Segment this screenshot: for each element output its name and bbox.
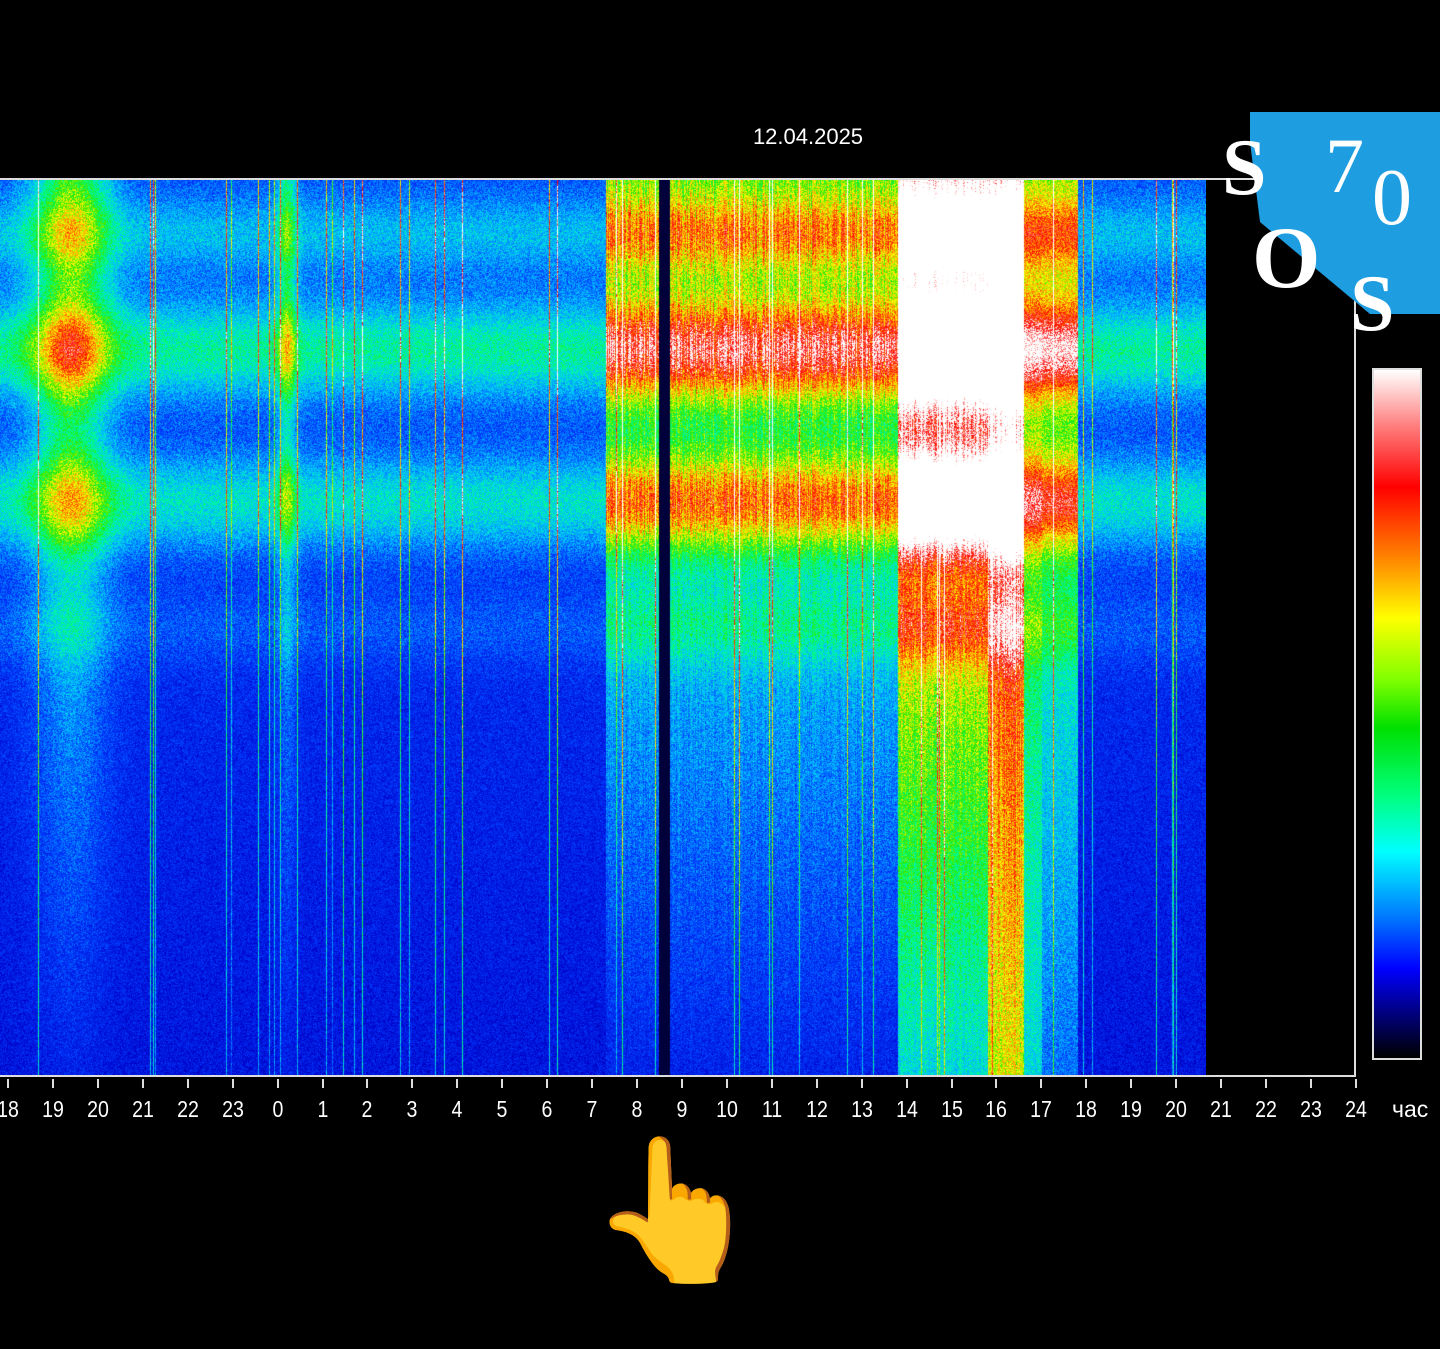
x-tick-label: 19 — [36, 1096, 70, 1123]
x-tick — [322, 1079, 324, 1088]
x-tick — [7, 1079, 9, 1088]
x-tick-label: 9 — [665, 1096, 699, 1123]
x-tick — [187, 1079, 189, 1088]
x-tick-label: 7 — [575, 1096, 609, 1123]
x-tick — [1130, 1079, 1132, 1088]
x-tick-label: 22 — [1249, 1096, 1283, 1123]
x-tick — [501, 1079, 503, 1088]
svg-text:0: 0 — [1372, 154, 1412, 242]
x-tick-label: 18 — [0, 1096, 25, 1123]
x-tick-label: 5 — [485, 1096, 519, 1123]
x-tick — [366, 1079, 368, 1088]
x-tick-label: 13 — [845, 1096, 879, 1123]
x-tick-label: 17 — [1024, 1096, 1058, 1123]
x-tick — [861, 1079, 863, 1088]
x-tick-label: 14 — [890, 1096, 924, 1123]
x-tick — [1355, 1079, 1357, 1088]
x-tick-label: 10 — [710, 1096, 744, 1123]
x-tick-label: 2 — [350, 1096, 384, 1123]
x-tick-label: 12 — [800, 1096, 834, 1123]
x-tick — [816, 1079, 818, 1088]
x-tick-label: 19 — [1114, 1096, 1148, 1123]
x-tick-label: 0 — [261, 1096, 295, 1123]
pointing-hand-emoji: 👆 — [588, 1140, 762, 1280]
x-tick — [277, 1079, 279, 1088]
x-tick-label: 11 — [755, 1096, 789, 1123]
x-tick — [906, 1079, 908, 1088]
x-tick — [1175, 1079, 1177, 1088]
x-tick-label: 15 — [935, 1096, 969, 1123]
x-tick — [546, 1079, 548, 1088]
x-tick-label: 18 — [1069, 1096, 1103, 1123]
x-tick — [1265, 1079, 1267, 1088]
x-tick-label: 20 — [1159, 1096, 1193, 1123]
svg-text:7: 7 — [1325, 122, 1364, 209]
x-tick — [456, 1079, 458, 1088]
x-tick — [52, 1079, 54, 1088]
x-tick — [995, 1079, 997, 1088]
x-tick — [1310, 1079, 1312, 1088]
x-tick — [681, 1079, 683, 1088]
x-axis-unit: час — [1392, 1096, 1428, 1123]
x-tick — [97, 1079, 99, 1088]
x-tick-label: 4 — [440, 1096, 474, 1123]
x-tick-label: 20 — [81, 1096, 115, 1123]
x-tick-label: 22 — [171, 1096, 205, 1123]
x-tick — [951, 1079, 953, 1088]
x-tick-label: 16 — [979, 1096, 1013, 1123]
colorbar — [1372, 368, 1422, 1060]
x-tick — [1085, 1079, 1087, 1088]
x-tick — [232, 1079, 234, 1088]
x-tick-label: 23 — [216, 1096, 250, 1123]
svg-text:O: O — [1252, 210, 1320, 307]
x-tick — [771, 1079, 773, 1088]
x-tick-label: 8 — [620, 1096, 654, 1123]
x-tick-label: 3 — [395, 1096, 429, 1123]
sos70-logo: S 7 0 O S — [1220, 112, 1440, 342]
x-tick-label: 6 — [530, 1096, 564, 1123]
x-tick-label: 23 — [1294, 1096, 1328, 1123]
x-tick — [591, 1079, 593, 1088]
x-tick-label: 24 — [1339, 1096, 1373, 1123]
svg-text:S: S — [1350, 260, 1395, 342]
x-tick — [1220, 1079, 1222, 1088]
x-tick — [726, 1079, 728, 1088]
x-tick — [142, 1079, 144, 1088]
svg-text:S: S — [1222, 124, 1267, 212]
x-tick — [411, 1079, 413, 1088]
x-tick-label: 1 — [306, 1096, 340, 1123]
plot-frame — [0, 178, 1356, 1077]
x-tick — [636, 1079, 638, 1088]
chart-date-title: 12.04.2025 — [700, 124, 916, 150]
x-tick-label: 21 — [1204, 1096, 1238, 1123]
x-tick-label: 21 — [126, 1096, 160, 1123]
x-tick — [1040, 1079, 1042, 1088]
